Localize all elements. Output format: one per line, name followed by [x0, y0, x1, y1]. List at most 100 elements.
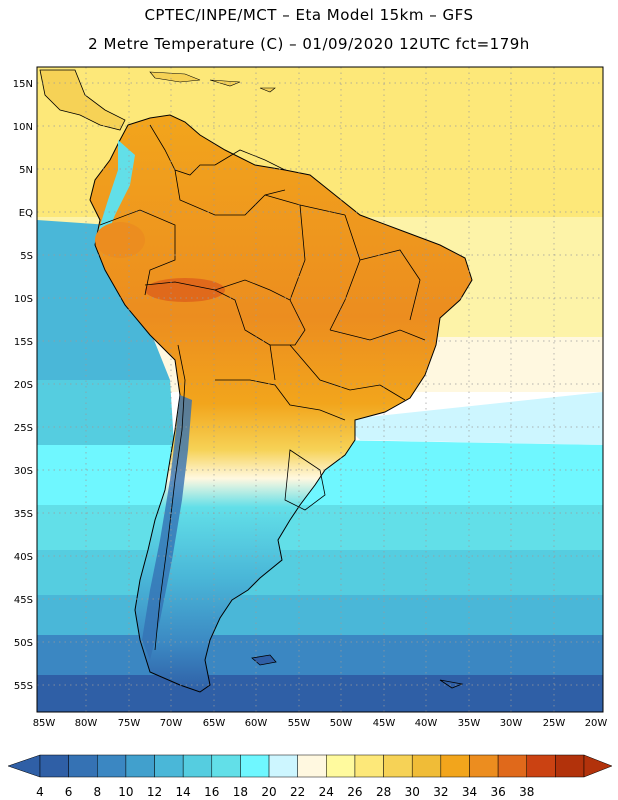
latitude-axis: 15N 10N 5N EQ 5S 10S 15S 20S 25S 30S 35S…	[13, 79, 33, 692]
lon-label: 30W	[500, 718, 523, 729]
temperature-colorbar	[7, 754, 613, 778]
lat-label: 5N	[19, 165, 33, 176]
lat-label: 40S	[14, 552, 33, 563]
ocean-field	[37, 67, 603, 712]
lon-label: 65W	[203, 718, 226, 729]
colorbar-segment	[469, 754, 499, 778]
lon-label: 75W	[118, 718, 141, 729]
lat-label: 10S	[14, 294, 33, 305]
lat-label: 35S	[14, 509, 33, 520]
colorbar-label: 28	[376, 785, 391, 799]
colorbar-label: 16	[204, 785, 219, 799]
central-america	[39, 69, 126, 131]
colorbar-label: 18	[233, 785, 248, 799]
band-cool	[37, 505, 603, 550]
colorbar-label: 20	[261, 785, 276, 799]
longitude-axis: 85W 80W 75W 70W 65W 60W 55W 50W 45W 40W …	[33, 718, 608, 729]
south-america-land	[89, 114, 473, 693]
colorbar-segment	[526, 754, 556, 778]
colorbar-segment	[125, 754, 155, 778]
colorbar-label: 30	[405, 785, 420, 799]
colorbar-segment	[97, 754, 127, 778]
colorbar-label: 34	[462, 785, 477, 799]
lat-label: 15N	[13, 79, 33, 90]
colorbar-label: 6	[65, 785, 73, 799]
lon-label: 45W	[373, 718, 396, 729]
colorbar-segment	[555, 754, 585, 778]
band-cold	[37, 595, 603, 635]
band-colder	[37, 635, 603, 675]
colorbar-segment	[497, 754, 527, 778]
colorbar-label: 24	[319, 785, 334, 799]
lat-label: 15S	[14, 337, 33, 348]
colorbar-segment	[297, 754, 327, 778]
colorbar-segment	[326, 754, 356, 778]
colorbar-label: 14	[176, 785, 191, 799]
lat-label: 50S	[14, 638, 33, 649]
colorbar-label: 38	[519, 785, 534, 799]
colorbar-segment	[268, 754, 298, 778]
lon-label: 20W	[585, 718, 608, 729]
lat-label: 5S	[20, 251, 33, 262]
band-cooler	[37, 550, 603, 595]
colorbar-segment	[354, 754, 384, 778]
colorbar-label: 10	[118, 785, 133, 799]
border-venezuela-guyana	[214, 149, 286, 171]
band-pacific-cool	[37, 220, 170, 380]
lon-label: 80W	[75, 718, 98, 729]
colorbar-label: 12	[147, 785, 162, 799]
lon-label: 50W	[330, 718, 353, 729]
lat-label: 45S	[14, 595, 33, 606]
colorbar-segment	[411, 754, 442, 778]
hot-area-bolivia	[145, 278, 225, 302]
band-coldest	[37, 675, 603, 712]
country-borders	[99, 124, 426, 651]
border-brazil-states	[264, 194, 426, 401]
colorbar-segment	[182, 754, 213, 778]
colorbar-segment	[211, 754, 241, 778]
map-title-line1: CPTEC/INPE/MCT – Eta Model 15km – GFS	[144, 6, 474, 24]
graticule	[37, 67, 603, 712]
colorbar-segment	[154, 754, 184, 778]
band-atlantic-20	[340, 392, 603, 445]
south-georgia	[439, 679, 464, 689]
lon-label: 35W	[458, 718, 481, 729]
lon-label: 70W	[160, 718, 183, 729]
border-colombia-venezuela	[149, 124, 215, 176]
lat-label: 10N	[13, 122, 33, 133]
colorbar-segment	[39, 754, 69, 778]
border-brazil-north	[174, 169, 286, 216]
andes-cold-south	[142, 395, 192, 660]
colorbar-segment	[68, 754, 98, 778]
colorbar-label: 36	[490, 785, 505, 799]
lat-label: 25S	[14, 423, 33, 434]
colorbar-label: 4	[36, 785, 44, 799]
band-atlantic-18	[330, 440, 603, 470]
colorbar-label: 26	[347, 785, 362, 799]
colorbar-label: 22	[290, 785, 305, 799]
lon-label: 25W	[543, 718, 566, 729]
lat-label: 55S	[14, 681, 33, 692]
colorbar-segment	[440, 754, 470, 778]
border-peru	[99, 209, 176, 296]
colorbar-label: 8	[93, 785, 101, 799]
border-uruguay	[284, 449, 326, 511]
colorbar-arrow-left	[7, 754, 41, 778]
colorbar-labels: 4 6 8 10 12 14 16 18 20 22 24 26 28 30 32 34 36 38	[36, 785, 534, 799]
andes-cold-ridge	[98, 140, 135, 240]
lat-label: 20S	[14, 380, 33, 391]
lat-label: EQ	[19, 208, 33, 219]
lon-label: 55W	[288, 718, 311, 729]
lon-label: 40W	[415, 718, 438, 729]
colorbar-segment	[240, 754, 270, 778]
lon-label: 85W	[33, 718, 56, 729]
lon-label: 60W	[245, 718, 268, 729]
colorbar-segment	[383, 754, 413, 778]
map-title-line2: 2 Metre Temperature (C) – 01/09/2020 12U…	[88, 35, 530, 53]
hot-area-peru	[95, 222, 145, 258]
lat-label: 30S	[14, 466, 33, 477]
border-chile-argentina	[154, 344, 186, 651]
map-frame	[36, 66, 604, 713]
falkland-islands	[251, 654, 277, 666]
